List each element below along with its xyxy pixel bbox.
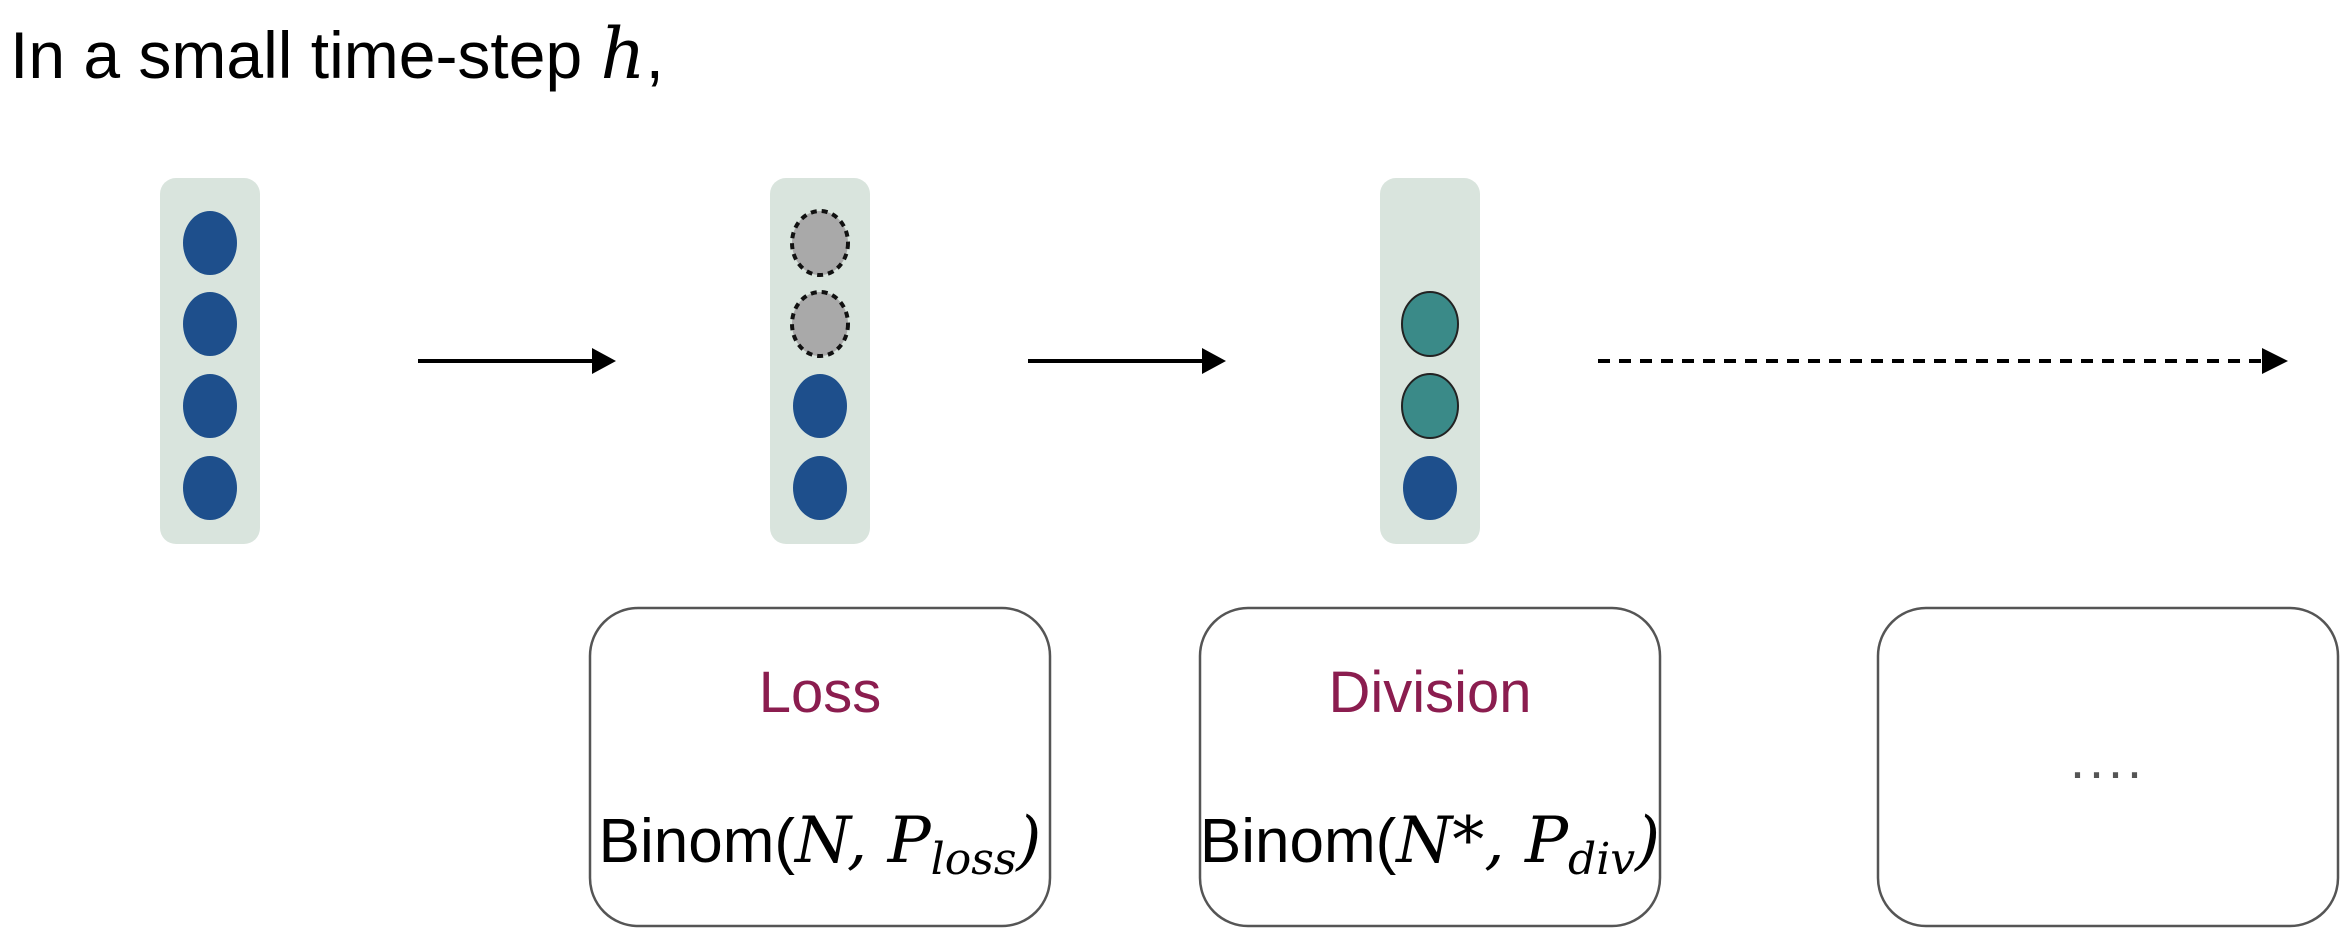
loss-formula: Binom(N, Ploss) [599, 804, 1042, 885]
header-text: In a small time-step h, [10, 13, 664, 95]
cell-blue [183, 374, 237, 438]
division-label: Division [1328, 660, 1531, 725]
cell-blue [793, 374, 847, 438]
loss-box: Loss Binom(N, Ploss) [588, 606, 1052, 928]
dashed-arrow-right-icon [1598, 348, 2288, 374]
ellipsis-box: .... [1876, 606, 2340, 928]
ellipsis-text: .... [2070, 730, 2146, 790]
cell-column-after-division [1380, 178, 1480, 544]
cell-column-initial [160, 178, 260, 544]
division-formula: Binom(N*, Pdiv) [1200, 804, 1660, 885]
cell-lost [790, 290, 850, 358]
cell-blue [183, 292, 237, 356]
cell-divided [1401, 291, 1459, 357]
cell-blue [183, 456, 237, 520]
loss-label: Loss [759, 660, 882, 725]
cell-divided [1401, 373, 1459, 439]
cell-blue [793, 456, 847, 520]
cell-lost [790, 209, 850, 277]
arrow-right-icon [1028, 348, 1226, 374]
cell-blue [183, 211, 237, 275]
cell-column-after-loss [770, 178, 870, 544]
cell-blue [1403, 456, 1457, 520]
division-box: Division Binom(N*, Pdiv) [1198, 606, 1662, 928]
arrow-right-icon [418, 348, 616, 374]
